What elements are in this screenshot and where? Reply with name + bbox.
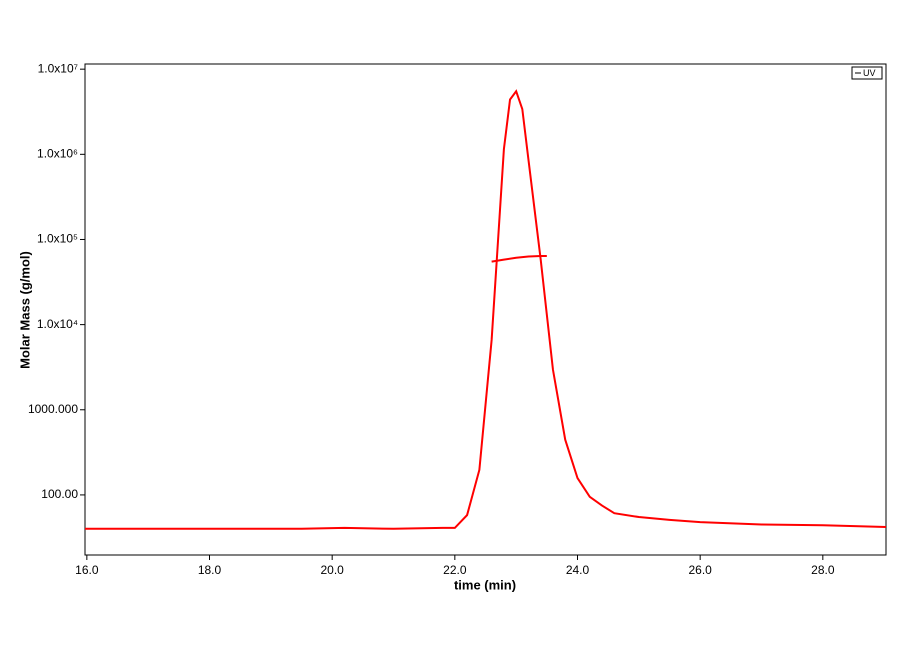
x-tick-label: 18.0	[198, 563, 222, 577]
y-tick-label: 1.0x10⁴	[37, 317, 78, 331]
y-tick-label: 1.0x10⁵	[37, 232, 78, 246]
series-line	[85, 89, 887, 530]
x-tick-label: 28.0	[811, 563, 835, 577]
x-axis-label: time (min)	[454, 577, 516, 592]
y-axis-label: Molar Mass (g/mol)	[17, 251, 32, 369]
y-tick-label: 1.0x10⁷	[38, 61, 78, 75]
plot-frame	[84, 63, 887, 556]
y-tick-label: 1.0x10⁶	[37, 146, 78, 160]
x-tick-label: 16.0	[75, 563, 99, 577]
x-tick-label: 20.0	[320, 563, 344, 577]
legend-box	[851, 66, 883, 80]
x-tick-label: 22.0	[443, 563, 467, 577]
x-tick-label: 26.0	[688, 563, 712, 577]
legend-label: UV	[863, 68, 876, 78]
x-tick-label: 24.0	[566, 563, 590, 577]
y-tick-label: 1000.000	[28, 402, 78, 416]
series-line	[491, 254, 547, 263]
y-tick-label: 100.00	[41, 487, 78, 501]
